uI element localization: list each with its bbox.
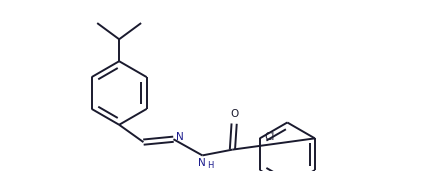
Text: N: N — [198, 158, 205, 168]
Text: O: O — [230, 109, 238, 119]
Text: Cl: Cl — [264, 132, 275, 142]
Text: N: N — [176, 132, 184, 142]
Text: H: H — [207, 161, 213, 170]
